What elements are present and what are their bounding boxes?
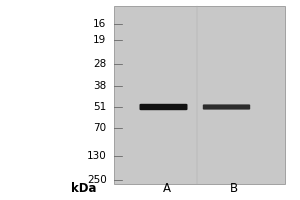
Text: 28: 28	[93, 59, 106, 69]
Text: kDa: kDa	[71, 182, 97, 196]
Text: 70: 70	[93, 123, 106, 133]
Text: 16: 16	[93, 19, 106, 29]
Text: 130: 130	[87, 151, 106, 161]
FancyBboxPatch shape	[114, 6, 285, 184]
Text: A: A	[163, 182, 170, 196]
Text: 38: 38	[93, 81, 106, 91]
FancyBboxPatch shape	[140, 104, 188, 110]
Text: 19: 19	[93, 35, 106, 45]
FancyBboxPatch shape	[203, 104, 250, 110]
Text: 51: 51	[93, 102, 106, 112]
Text: 250: 250	[87, 175, 106, 185]
Text: B: B	[230, 182, 238, 196]
